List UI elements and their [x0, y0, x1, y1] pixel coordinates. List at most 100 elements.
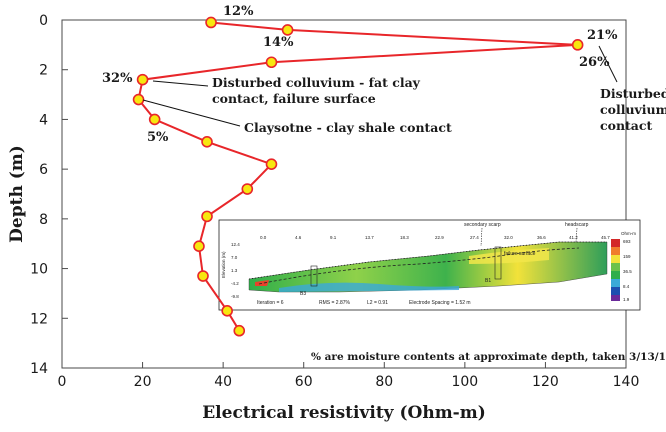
y-tick-label: 8: [39, 212, 48, 228]
colorbar-value: 8.4: [623, 284, 630, 289]
borehole-b3: [310, 265, 318, 287]
moisture-label-32: 32%: [102, 71, 133, 86]
colorbar-value: 693: [623, 239, 631, 244]
inset-top-tick: 45.7: [601, 235, 610, 240]
colorbar-swatch: [611, 295, 620, 301]
y-tick-label: 4: [39, 112, 48, 128]
inset-l2: L2 = 0.91: [367, 300, 388, 306]
colorbar-swatch: [611, 239, 620, 247]
annotation-disturbed-line3: contact: [600, 118, 653, 133]
annotation-claystone: Claysotne - clay shale contact: [244, 120, 452, 135]
inset-top-tick: 36.6: [537, 235, 546, 240]
data-point: [241, 183, 254, 195]
x-tick-label: 100: [451, 374, 478, 390]
x-tick-label: 0: [58, 374, 67, 390]
inset-elev-tick: 12.4: [231, 242, 240, 247]
plot-frame: [61, 19, 627, 369]
inset-top-tick: 27.4: [470, 235, 479, 240]
failure-surface-line: [258, 247, 580, 285]
colorbar-units: Ohm-m: [621, 231, 636, 236]
data-point: [571, 39, 584, 51]
inset-top-tick: 13.7: [365, 235, 374, 240]
annotation-leader-disturbed: [598, 45, 618, 83]
moisture-label-21: 21%: [587, 28, 618, 43]
inset-top-tick: 4.6: [295, 235, 302, 240]
colorbar-value: 1.9: [623, 297, 630, 302]
y-tick-label: 14: [30, 361, 48, 377]
colorbar-value: 159: [623, 254, 631, 259]
data-point: [265, 158, 278, 170]
data-point: [221, 305, 233, 317]
annotation-disturbed-line1: Disturbed: [600, 86, 666, 101]
moisture-label-14: 14%: [263, 35, 294, 50]
moisture-label-5: 5%: [147, 130, 169, 145]
annotation-failure-line2: contact, failure surface: [212, 91, 376, 106]
x-axis-title: Electrical resistivity (Ohm-m): [202, 403, 486, 423]
inset-rms: RMS = 2.87%: [319, 300, 351, 306]
inset-top-tick: 0.0: [260, 235, 267, 240]
colorbar-value: 36.5: [623, 269, 632, 274]
inset-top-tick: 9.1: [330, 235, 337, 240]
data-point: [193, 240, 205, 252]
secondary-scarp-label: secondary scarp: [464, 222, 501, 228]
data-point: [233, 324, 246, 337]
x-tick-label: 20: [134, 374, 152, 390]
colorbar-swatch: [611, 271, 620, 279]
inset-elevation-label: Elevation (m): [221, 251, 226, 278]
data-point: [205, 16, 217, 29]
hot-zone: [255, 280, 269, 286]
moisture-label-12: 12%: [223, 4, 254, 19]
borehole-b1-label: B1: [485, 278, 491, 284]
inset-spacing: Electrode Spacing = 1.52 m: [409, 300, 471, 306]
inset-top-ticks: 0.0 4.6 9.1 13.7 18.3 22.9 27.4 32.0 36.…: [260, 235, 610, 240]
data-point: [281, 24, 294, 36]
failure-surface-label: failure surface: [504, 251, 536, 257]
y-axis-ticks: 0 2 4 6 8 10 12 14: [30, 13, 68, 377]
annotation-leader-claystone: [142, 99, 241, 127]
x-tick-label: 120: [532, 374, 559, 390]
annotation-leader-failure: [152, 80, 209, 87]
borehole-b1: [494, 246, 502, 280]
x-tick-label: 80: [375, 374, 393, 390]
moisture-label-26: 26%: [579, 55, 610, 70]
y-tick-label: 2: [39, 63, 48, 79]
inset-iteration: Iteration = 6: [257, 300, 284, 306]
data-point: [148, 113, 161, 126]
inset-elev-tick: -9.8: [231, 294, 239, 299]
inset-elev-tick: 7.0: [231, 255, 238, 260]
y-tick-label: 10: [30, 262, 48, 278]
data-point: [132, 93, 145, 106]
data-point: [136, 73, 149, 86]
inset-elev-tick: 1.3: [231, 268, 238, 273]
inset-top-tick: 18.3: [400, 235, 409, 240]
annotation-disturbed-line2: colluvium: [600, 102, 666, 117]
y-axis-title: Depth (m): [7, 145, 27, 243]
headscarp-label: headscarp: [565, 222, 589, 228]
colorbar-swatch: [611, 263, 620, 271]
y-tick-label: 0: [39, 13, 48, 29]
secondary-scarp-marker: [480, 227, 483, 247]
x-tick-label: 140: [613, 374, 640, 390]
colorbar-swatch: [611, 255, 620, 263]
y-tick-label: 12: [30, 311, 48, 327]
x-tick-label: 40: [214, 374, 232, 390]
series-points: [132, 16, 584, 337]
annotation-failure-line1: Disturbed colluvium - fat clay: [212, 75, 421, 90]
inset-colorbar: Ohm-m 693 159 36.5 8.4 1.9: [611, 231, 636, 302]
data-point: [201, 136, 213, 148]
inset-top-tick: 32.0: [504, 235, 513, 240]
x-axis-ticks: 0 20 40 60 80 100 120 140: [58, 362, 640, 390]
colorbar-swatch: [611, 279, 620, 287]
colorbar-swatch: [611, 287, 620, 295]
inset-top-tick: 22.9: [435, 235, 444, 240]
colorbar-swatch: [611, 247, 620, 255]
y-tick-label: 6: [39, 162, 48, 178]
data-point: [197, 270, 209, 282]
inset-top-tick: 41.2: [569, 235, 578, 240]
x-tick-label: 60: [295, 374, 313, 390]
low-resistivity-zone: [279, 282, 459, 292]
data-point: [201, 210, 213, 223]
inset-elev-tick: -4.2: [231, 281, 239, 286]
data-point: [265, 56, 278, 69]
